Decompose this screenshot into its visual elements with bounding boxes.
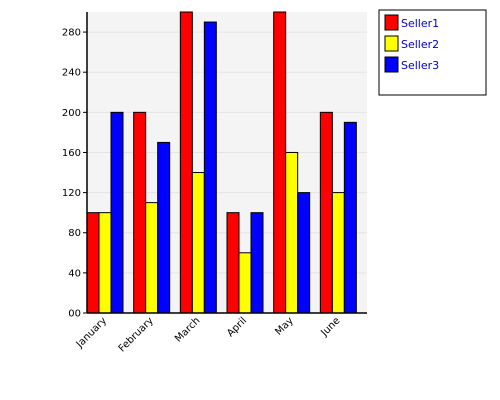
bar-seller1-may bbox=[273, 11, 287, 314]
bar-seller1-february bbox=[133, 111, 147, 314]
axes bbox=[86, 12, 367, 314]
legend-swatch-seller1 bbox=[384, 14, 399, 31]
bar-seller2-june bbox=[331, 192, 345, 314]
bar-seller1-march bbox=[179, 11, 193, 314]
y-ticks: 00 40 80 120 160 200 240 280 bbox=[62, 28, 87, 320]
bars bbox=[86, 11, 357, 314]
bar-seller2-april bbox=[238, 252, 252, 314]
legend-label-seller1: Seller1 bbox=[401, 17, 439, 30]
bar-seller2-february bbox=[145, 202, 159, 314]
legend-label-seller2: Seller2 bbox=[401, 38, 439, 51]
bar-seller1-january bbox=[86, 212, 100, 314]
x-tick-label: February bbox=[117, 315, 156, 354]
x-tick-label: January bbox=[74, 315, 109, 350]
bar-seller3-january bbox=[110, 111, 124, 314]
bar-seller3-april bbox=[250, 212, 264, 314]
bar-seller1-june bbox=[319, 111, 333, 314]
y-tick-label: 240 bbox=[62, 68, 81, 79]
bar-seller1-april bbox=[226, 212, 240, 314]
legend-swatch-seller2 bbox=[384, 35, 399, 52]
bar-seller2-may bbox=[285, 151, 299, 314]
bar-seller3-may bbox=[297, 192, 311, 314]
legend-swatch-seller3 bbox=[384, 56, 399, 73]
y-tick-label: 200 bbox=[62, 108, 81, 119]
bar-seller3-march bbox=[203, 21, 217, 314]
y-tick-label: 80 bbox=[68, 228, 81, 239]
y-tick-label: 120 bbox=[62, 188, 81, 199]
bar-seller2-march bbox=[191, 172, 205, 314]
y-tick-label: 00 bbox=[68, 309, 81, 320]
bar-seller2-january bbox=[98, 212, 112, 314]
x-tick-label: March bbox=[173, 315, 202, 344]
x-tick-label: April bbox=[225, 315, 249, 339]
x-tick-label: May bbox=[273, 315, 295, 337]
bar-seller3-june bbox=[343, 121, 357, 314]
x-tick-label: June bbox=[319, 315, 343, 339]
x-ticks: January February March April May June bbox=[74, 315, 343, 354]
y-tick-label: 280 bbox=[62, 28, 81, 39]
legend: Seller1 Seller2 Seller3 bbox=[378, 9, 487, 96]
y-tick-label: 40 bbox=[68, 268, 81, 279]
legend-label-seller3: Seller3 bbox=[401, 59, 439, 72]
bar-seller3-february bbox=[157, 141, 171, 314]
y-tick-label: 160 bbox=[62, 148, 81, 159]
